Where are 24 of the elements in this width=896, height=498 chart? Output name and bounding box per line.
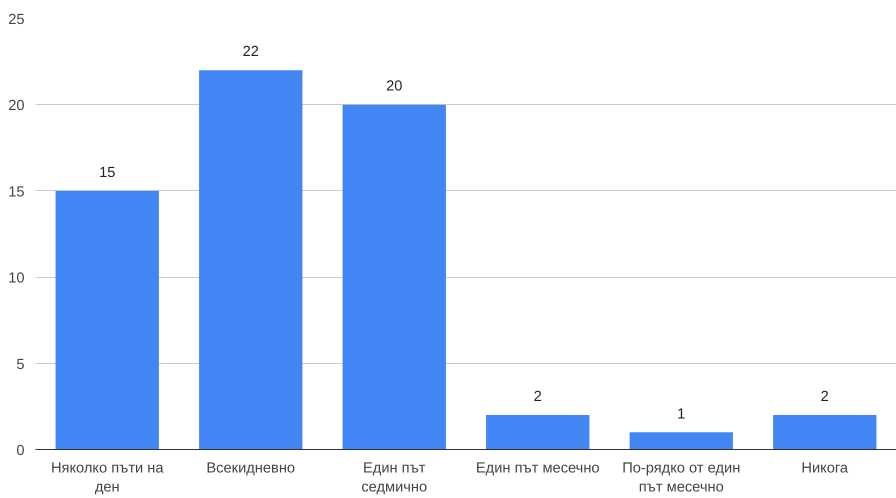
- y-tick-label: 5: [16, 356, 25, 373]
- y-tick-label: 15: [8, 184, 25, 200]
- bar: [486, 415, 590, 450]
- y-tick-label: 10: [8, 270, 25, 287]
- x-tick-label: Няколко пъти на ден: [50, 460, 164, 496]
- x-tick-label: Всекидневно: [206, 460, 296, 476]
- y-tick-label: 0: [16, 443, 25, 459]
- x-tick-label: Един път седмично: [361, 460, 428, 496]
- y-tick-label: 25: [8, 12, 25, 28]
- bar: [342, 104, 446, 450]
- data-label: 20: [386, 78, 402, 95]
- x-tick-label: По-рядко от един път месечно: [622, 460, 740, 496]
- data-label: 2: [820, 389, 829, 406]
- data-label: 15: [99, 164, 116, 181]
- x-tick-label: Един път месечно: [476, 460, 600, 476]
- data-label: 1: [677, 406, 686, 422]
- bar: [773, 415, 876, 450]
- bar: [630, 432, 733, 450]
- bar: [199, 70, 302, 450]
- data-label: 22: [242, 44, 259, 60]
- bar: [56, 190, 159, 450]
- x-tick-label: Никога: [801, 460, 849, 476]
- data-label: 2: [534, 389, 542, 406]
- y-tick-label: 20: [8, 98, 25, 114]
